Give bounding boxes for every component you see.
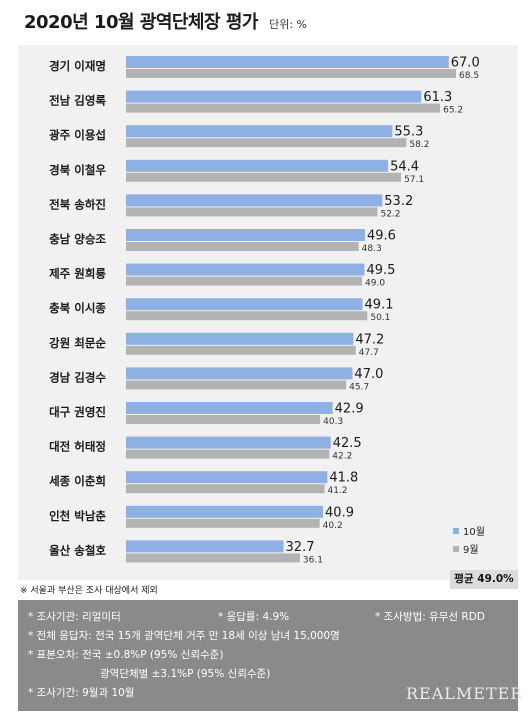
value-label-september: 48.3 xyxy=(362,244,382,254)
unit-label: 단위: % xyxy=(269,18,307,31)
bar-september xyxy=(126,276,363,286)
bar-september xyxy=(126,172,402,182)
legend-label-october: 10월 xyxy=(463,526,485,538)
bar-october xyxy=(126,263,365,276)
info-respondents: * 전체 응답자: 전국 15개 광역단체 거주 만 18세 이상 남녀 15,… xyxy=(28,630,340,642)
bar-october xyxy=(126,298,363,311)
bar-october xyxy=(126,367,353,380)
value-label-october: 67.0 xyxy=(451,56,480,71)
bar-october xyxy=(126,90,422,103)
value-label-september: 68.5 xyxy=(459,71,479,81)
category-label: 인천 박남춘 xyxy=(49,509,106,523)
value-label-october: 32.7 xyxy=(286,540,315,555)
value-label-september: 47.7 xyxy=(359,348,379,358)
value-label-october: 49.6 xyxy=(367,229,396,244)
value-label-september: 65.2 xyxy=(443,106,463,116)
value-label-october: 47.2 xyxy=(355,332,384,347)
bar-september xyxy=(126,553,300,563)
info-agency: * 조사기관: 리얼미터 xyxy=(28,611,121,623)
bar-september xyxy=(126,345,356,355)
category-label: 경남 김경수 xyxy=(49,370,106,384)
category-label: 대구 권영진 xyxy=(49,405,106,419)
bar-october xyxy=(126,159,389,172)
value-label-september: 52.2 xyxy=(380,209,400,219)
value-label-september: 40.3 xyxy=(323,417,343,427)
value-label-october: 54.4 xyxy=(390,159,419,174)
category-label: 경기 이재명 xyxy=(49,59,106,73)
value-label-september: 50.1 xyxy=(370,313,390,323)
legend-swatch-october xyxy=(453,528,459,534)
bar-october xyxy=(126,436,331,449)
bar-october xyxy=(126,505,324,518)
value-label-september: 36.1 xyxy=(303,555,323,565)
legend-swatch-september xyxy=(453,546,459,552)
info-error-national: * 표본오차: 전국 ±0.8%P (95% 신뢰수준) xyxy=(28,649,224,661)
bar-october xyxy=(126,194,383,207)
category-label: 제주 원희룡 xyxy=(49,267,106,281)
legend-label-september: 9월 xyxy=(463,544,479,556)
bar-october xyxy=(126,56,449,68)
chart-title: 2020년 10월 광역단체장 평가 xyxy=(24,12,259,33)
value-label-september: 41.2 xyxy=(327,486,347,496)
bar-september xyxy=(126,415,321,424)
category-label: 충남 양승조 xyxy=(49,232,106,246)
info-period: * 조사기간: 9월과 10월 xyxy=(28,687,135,699)
category-label: 전남 김영록 xyxy=(49,94,106,108)
value-label-october: 53.2 xyxy=(384,194,413,209)
bar-october xyxy=(126,125,393,138)
category-label: 충북 이시종 xyxy=(49,301,106,315)
bar-october xyxy=(126,229,365,241)
survey-info-box: * 조사기관: 리얼미터 * 응답률: 4.9% * 조사방법: 유무선 RDD… xyxy=(18,600,522,711)
category-label: 경북 이철우 xyxy=(49,163,106,177)
value-label-september: 49.0 xyxy=(365,279,385,289)
value-label-september: 58.2 xyxy=(409,140,429,150)
bar-september xyxy=(126,207,378,217)
value-label-october: 41.8 xyxy=(329,471,358,486)
value-label-october: 49.1 xyxy=(365,298,394,313)
bar-september xyxy=(126,311,368,321)
value-label-october: 49.5 xyxy=(366,263,395,278)
average-badge: 평균 49.0% xyxy=(450,570,518,589)
category-label: 광주 이용섭 xyxy=(49,128,106,142)
bar-september xyxy=(126,103,441,113)
bar-october xyxy=(126,471,328,484)
bar-september xyxy=(126,242,359,251)
bar-chart: 경기 이재명 67.068.5 전남 김영록 61.365.2 광주 이용섭 55.358… xyxy=(49,56,485,566)
brand-logo: REALMETER xyxy=(406,684,524,703)
value-label-october: 42.9 xyxy=(335,402,364,417)
bar-october xyxy=(126,332,354,345)
bar-october xyxy=(126,540,284,553)
info-error-regional: 광역단체별 ±3.1%P (95% 신뢰수준) xyxy=(100,668,271,680)
bar-september xyxy=(126,449,330,459)
bar-october xyxy=(126,402,333,414)
value-label-october: 61.3 xyxy=(423,90,452,105)
value-label-september: 42.2 xyxy=(332,452,352,462)
category-label: 울산 송철호 xyxy=(49,543,106,557)
bar-september xyxy=(126,380,347,390)
title-block: 2020년 10월 광역단체장 평가 단위: % xyxy=(24,8,307,34)
bar-september xyxy=(126,518,320,528)
value-label-september: 40.2 xyxy=(323,521,343,531)
category-label: 전북 송하진 xyxy=(49,197,106,211)
bar-september xyxy=(126,138,407,148)
value-label-october: 42.5 xyxy=(333,436,362,451)
bar-september xyxy=(126,69,456,78)
value-label-september: 45.7 xyxy=(349,382,369,392)
value-label-september: 57.1 xyxy=(404,175,424,185)
chart-panel: 경기 이재명 67.0 68.5 전남 김영록 61.3 65.2 광주 이용섭 55.3 58… xyxy=(18,45,518,580)
category-label: 세종 이춘희 xyxy=(49,474,106,488)
info-response-rate: * 응답률: 4.9% xyxy=(218,611,290,623)
info-method: * 조사방법: 유무선 RDD xyxy=(375,611,485,623)
value-label-october: 55.3 xyxy=(394,125,423,140)
value-label-october: 40.9 xyxy=(325,505,354,520)
category-label: 강원 최문순 xyxy=(49,336,106,350)
category-label: 대전 허태정 xyxy=(49,440,106,454)
value-label-october: 47.0 xyxy=(354,367,383,382)
bar-september xyxy=(126,484,325,494)
footnote: ※ 서울과 부산은 조사 대상에서 제외 xyxy=(20,586,158,596)
